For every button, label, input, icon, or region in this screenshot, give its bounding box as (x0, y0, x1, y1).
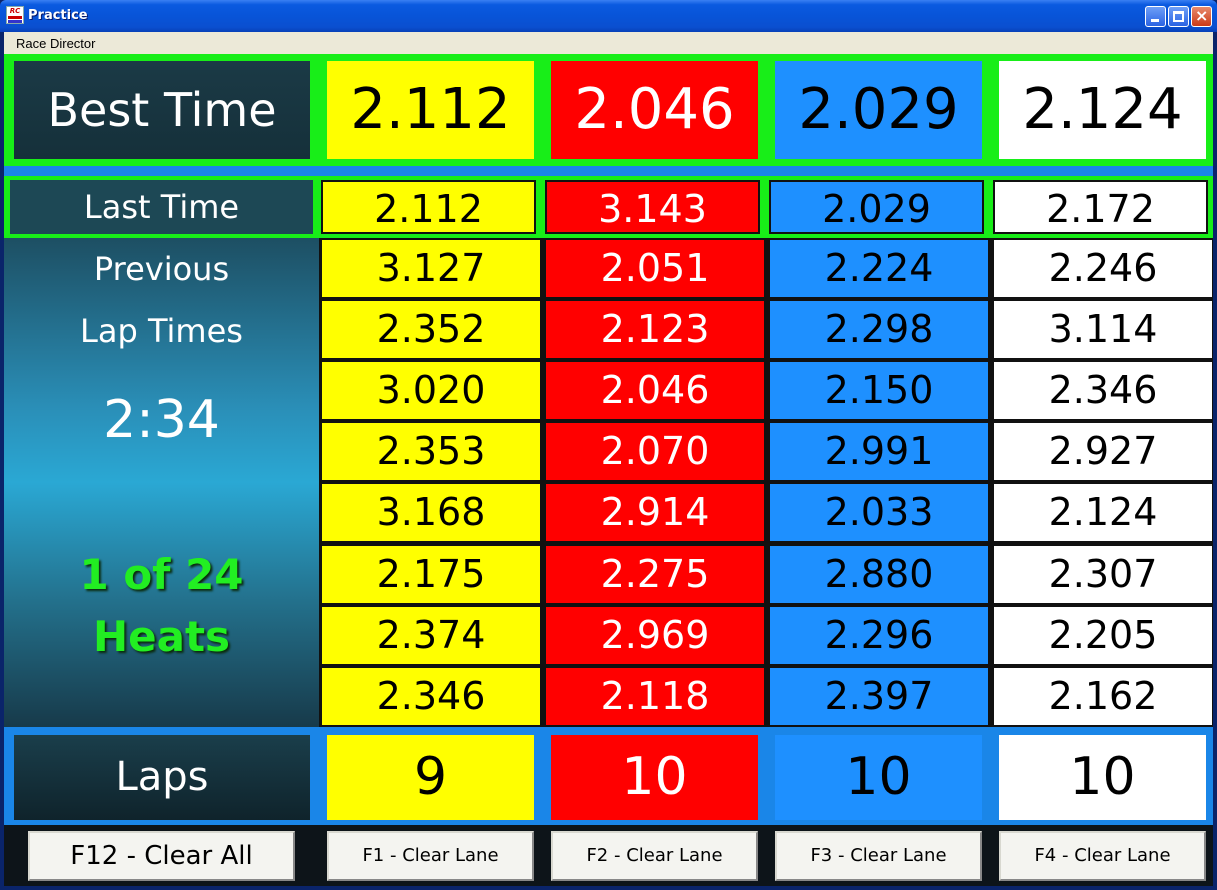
clear-lane-4-button[interactable]: F4 - Clear Lane (999, 831, 1206, 881)
button-bar: F12 - Clear All F1 - Clear Lane F2 - Cle… (4, 825, 1213, 886)
maximize-button[interactable] (1168, 6, 1189, 27)
last-time-lane-2: 3.143 (545, 180, 760, 234)
lap-time-cell: 2.374 (322, 607, 540, 664)
laps-lane-1: 9 (327, 735, 534, 820)
lap-time-cell: 2.124 (994, 484, 1212, 541)
last-time-label: Last Time (10, 180, 313, 234)
clear-all-button[interactable]: F12 - Clear All (28, 831, 295, 881)
laps-lane-4: 10 (999, 735, 1206, 820)
lap-time-cell: 2.880 (770, 546, 988, 603)
lap-time-cell: 2.352 (322, 301, 540, 358)
lap-time-cell: 2.070 (546, 423, 764, 480)
lap-time-cell: 3.020 (322, 362, 540, 419)
lap-time-cell: 2.275 (546, 546, 764, 603)
lap-time-cell: 2.353 (322, 423, 540, 480)
lap-time-cell: 2.346 (994, 362, 1212, 419)
laps-lane-2: 10 (551, 735, 758, 820)
close-button[interactable]: × (1191, 6, 1212, 27)
window-title: Practice (28, 8, 88, 23)
best-time-lane-3: 2.029 (775, 61, 982, 159)
heat-counter: 1 of 24 (79, 550, 244, 599)
laps-row: Laps 9 10 10 10 (4, 729, 1213, 825)
best-time-row: Best Time 2.112 2.046 2.029 2.124 (4, 54, 1213, 166)
lap-time-cell: 2.914 (546, 484, 764, 541)
best-time-lane-1: 2.112 (327, 61, 534, 159)
race-clock: 2:34 (103, 390, 220, 450)
lap-time-cell: 3.127 (322, 240, 540, 297)
lap-times-label: Lap Times (80, 312, 243, 350)
lap-time-cell: 2.307 (994, 546, 1212, 603)
race-display: Best Time 2.112 2.046 2.029 2.124 Last T… (4, 54, 1213, 886)
lap-time-cell: 2.046 (546, 362, 764, 419)
laps-lane-3: 10 (775, 735, 982, 820)
clear-lane-1-button[interactable]: F1 - Clear Lane (327, 831, 534, 881)
previous-lap-times-grid: 3.127 2.051 2.224 2.246 2.352 2.123 2.298 3.114… (319, 238, 1213, 727)
last-time-row: Last Time 2.112 3.143 2.029 2.172 (4, 176, 1213, 238)
lap-time-cell: 2.224 (770, 240, 988, 297)
lap-time-cell: 2.162 (994, 668, 1212, 725)
lap-time-cell: 2.150 (770, 362, 988, 419)
best-time-lane-2: 2.046 (551, 61, 758, 159)
minimize-icon (1151, 19, 1159, 22)
lap-time-cell: 2.298 (770, 301, 988, 358)
lap-time-cell: 2.118 (546, 668, 764, 725)
lap-time-cell: 2.346 (322, 668, 540, 725)
laps-label: Laps (14, 735, 310, 820)
lap-time-cell: 2.051 (546, 240, 764, 297)
rc-app-icon[interactable]: RC (6, 6, 24, 24)
close-icon: × (1195, 6, 1209, 25)
app-icon-text: RC (9, 7, 21, 15)
lap-time-cell: 3.114 (994, 301, 1212, 358)
lap-time-cell: 2.123 (546, 301, 764, 358)
best-time-lane-4: 2.124 (999, 61, 1206, 159)
lap-time-cell: 2.246 (994, 240, 1212, 297)
last-time-lane-4: 2.172 (993, 180, 1208, 234)
lap-time-cell: 2.927 (994, 423, 1212, 480)
heats-label: Heats (92, 612, 231, 661)
lap-time-cell: 2.205 (994, 607, 1212, 664)
clear-lane-2-button[interactable]: F2 - Clear Lane (551, 831, 758, 881)
previous-label: Previous (93, 250, 230, 288)
lap-time-cell: 3.168 (322, 484, 540, 541)
clear-lane-3-button[interactable]: F3 - Clear Lane (775, 831, 982, 881)
lap-time-cell: 2.033 (770, 484, 988, 541)
lap-time-cell: 2.969 (546, 607, 764, 664)
maximize-icon (1173, 11, 1184, 22)
lap-time-cell: 2.296 (770, 607, 988, 664)
menu-bar: Race Director (4, 32, 1213, 54)
lap-time-cell: 2.175 (322, 546, 540, 603)
info-panel: Previous Lap Times 2:34 1 of 24 Heats (4, 238, 319, 727)
last-time-lane-3: 2.029 (769, 180, 984, 234)
best-time-label: Best Time (14, 61, 310, 159)
menu-race-director[interactable]: Race Director (16, 36, 96, 51)
lap-time-cell: 2.991 (770, 423, 988, 480)
title-bar: RC Practice × (0, 0, 1217, 32)
lap-time-cell: 2.397 (770, 668, 988, 725)
last-time-lane-1: 2.112 (321, 180, 536, 234)
minimize-button[interactable] (1145, 6, 1166, 27)
